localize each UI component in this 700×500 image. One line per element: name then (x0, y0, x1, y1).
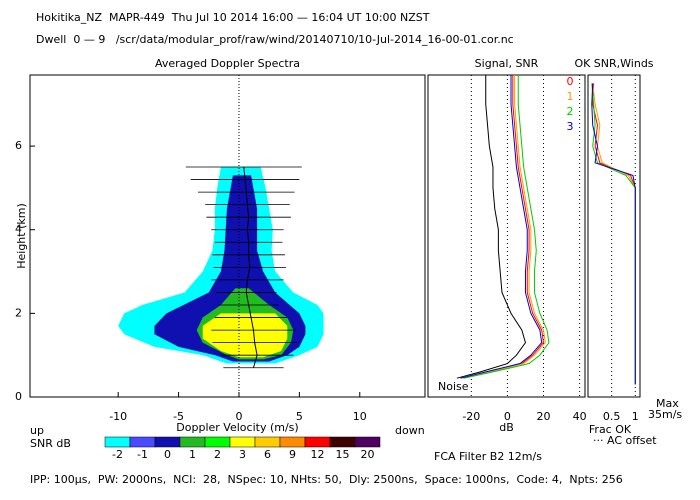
colorbar-tick-label: 12 (311, 448, 325, 461)
panel-frame (427, 74, 586, 398)
series-line (460, 75, 543, 379)
colorbar-swatch (129, 436, 156, 448)
panel-title: Averaged Doppler Spectra (155, 57, 300, 70)
colorbar-tick-label: 2 (214, 448, 221, 461)
series-line (462, 75, 545, 379)
x-tick-label: -20 (462, 410, 480, 423)
header-line: Dwell 0 — 9 /scr/data/modular_prof/raw/w… (36, 33, 514, 46)
x-tick-label: 0 (235, 410, 242, 423)
mean-velocity-line (243, 166, 258, 368)
colorbar-tick-label: 9 (289, 448, 296, 461)
down-label: down (395, 424, 425, 437)
x-tick-label: 20 (536, 410, 550, 423)
y-tick-label: 6 (15, 139, 22, 152)
legend-entry: 2 (567, 105, 574, 118)
colorbar-tick-label: 15 (336, 448, 350, 461)
x-tick-label: 1 (632, 410, 639, 423)
y-tick-label: 0 (15, 390, 22, 403)
colorbar-swatch (329, 436, 356, 448)
colorbar-tick-label: 20 (361, 448, 375, 461)
y-axis-label: Height (km) (15, 203, 28, 269)
x-axis-label: dB (499, 421, 514, 434)
panel-title: OK SNR,Winds (574, 57, 653, 70)
note: ··· AC offset (593, 434, 657, 447)
colorbar-swatch (279, 436, 306, 448)
colorbar-swatch (354, 436, 381, 448)
x-tick-label: -10 (109, 410, 127, 423)
header-line: Hokitika_NZ MAPR-449 Thu Jul 10 2014 16:… (36, 11, 430, 24)
x-axis-label: Frac OK (589, 423, 632, 436)
up-label: up (30, 424, 44, 437)
series-line (463, 75, 550, 379)
colorbar-tick-label: 3 (239, 448, 246, 461)
colorbar-tick-label: -1 (137, 448, 148, 461)
colorbar-label: SNR dB (30, 437, 71, 450)
colorbar-tick-label: 6 (264, 448, 271, 461)
colorbar-tick-label: -2 (112, 448, 123, 461)
footer: IPP: 100μs, PW: 2000ns, NCI: 28, NSpec: … (30, 473, 623, 486)
filter-label: FCA Filter B2 12m/s (434, 450, 542, 463)
colorbar-tick-label: 1 (189, 448, 196, 461)
colorbar-swatch (179, 436, 206, 448)
y-tick-label: 4 (15, 223, 22, 236)
colorbar-swatch (304, 436, 331, 448)
legend-entry: 0 (567, 75, 574, 88)
noise-label: Noise (438, 380, 469, 393)
panel-title: Signal, SNR (475, 57, 539, 70)
max-value: 35m/s (648, 408, 682, 421)
colorbar-swatch (104, 436, 131, 448)
snr-contour (202, 313, 288, 358)
noise-line (456, 75, 526, 379)
colorbar-tick-label: 0 (164, 448, 171, 461)
x-axis-label: Doppler Velocity (m/s) (176, 421, 298, 434)
legend-entry: 1 (567, 90, 574, 103)
colorbar-swatch (154, 436, 181, 448)
series-line (591, 83, 636, 385)
x-tick-label: 10 (353, 410, 367, 423)
x-tick-label: -5 (173, 410, 184, 423)
max-label: Max (656, 397, 679, 410)
x-tick-label: 40 (573, 410, 587, 423)
colorbar-swatch (204, 436, 231, 448)
x-tick-label: 0 (504, 410, 511, 423)
panel-frame (587, 74, 641, 398)
colorbar-swatch (229, 436, 256, 448)
series-line (462, 75, 546, 379)
x-tick-label: 0.5 (603, 410, 621, 423)
legend-entry: 3 (567, 120, 574, 133)
panel-frame (29, 74, 426, 398)
x-tick-label: 5 (296, 410, 303, 423)
colorbar-swatch (254, 436, 281, 448)
y-tick-label: 2 (15, 306, 22, 319)
